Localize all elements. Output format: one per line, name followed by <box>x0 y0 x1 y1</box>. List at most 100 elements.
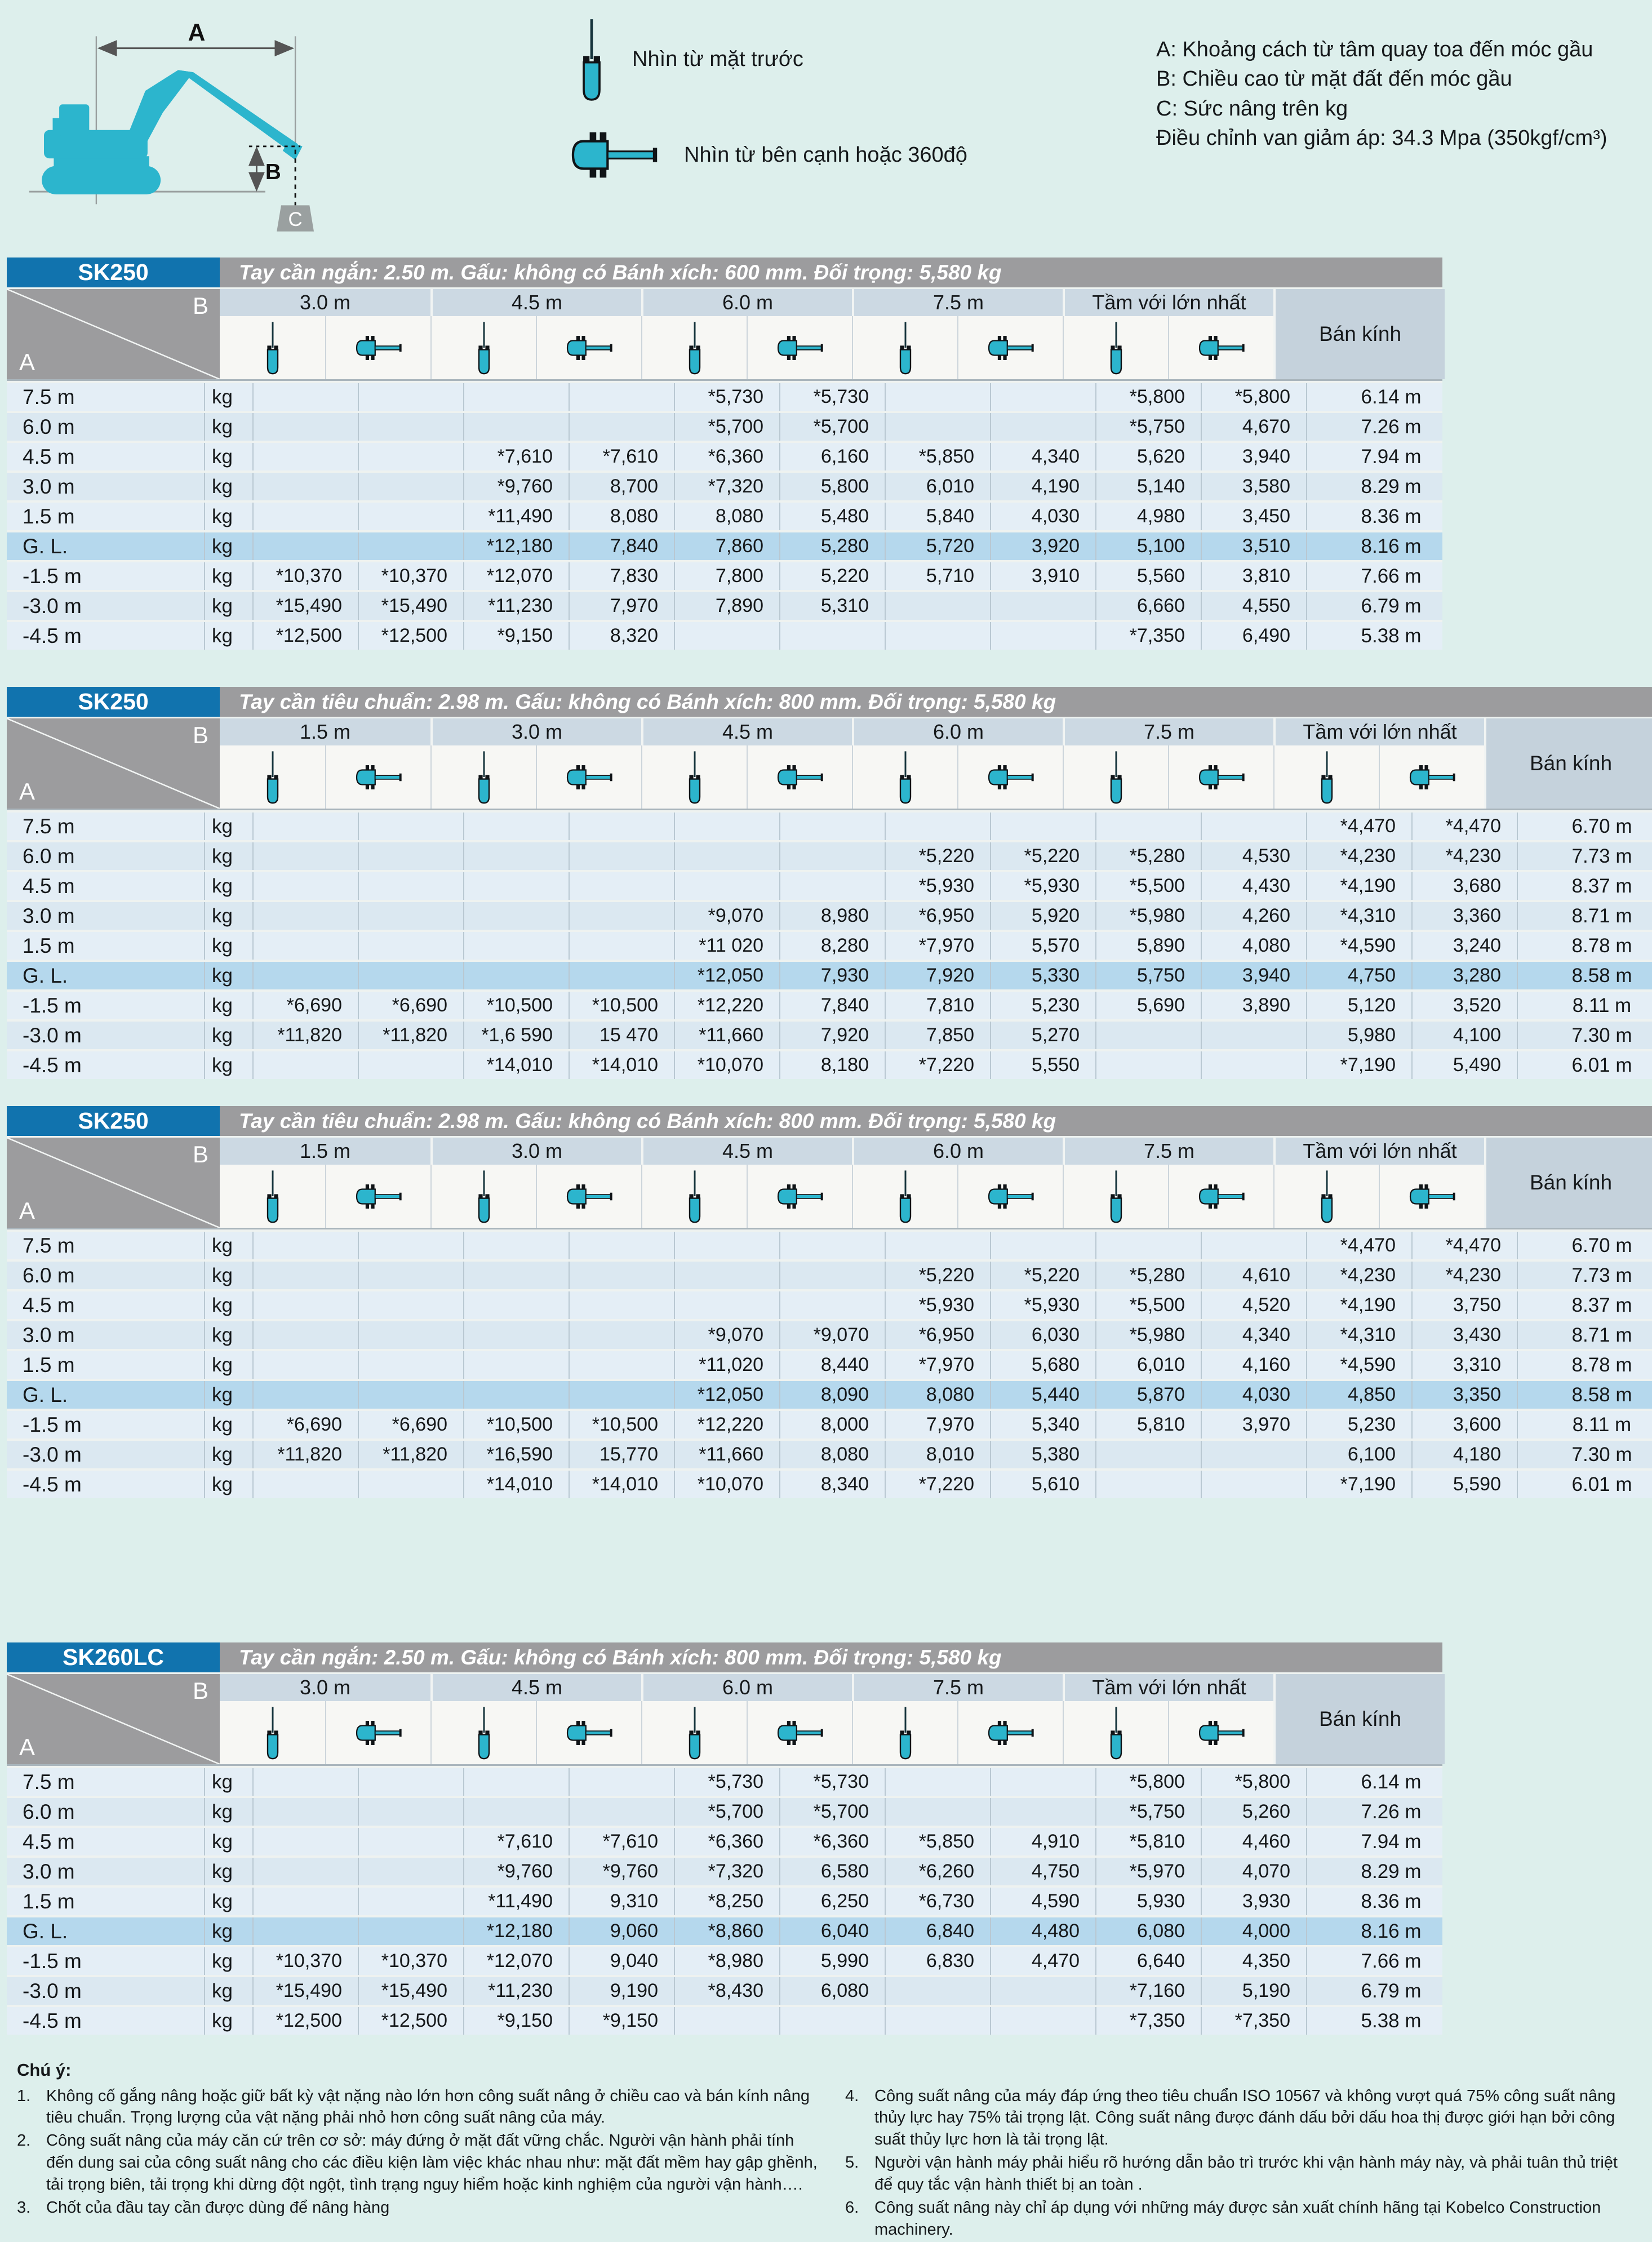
capacity-cell: 5,620 <box>1095 443 1201 470</box>
row-height-label: 3.0 m <box>23 904 75 927</box>
capacity-cell: 4,590 <box>990 1888 1095 1915</box>
capacity-row: 7.5 m kg *5,730 *5,730 *5,800 *5,800 6.14 m <box>7 381 1442 411</box>
capacity-cell <box>1095 1441 1201 1468</box>
capacity-cell: *12,500 <box>252 2007 358 2035</box>
row-height-label: 3.0 m <box>23 1859 75 1883</box>
capacity-cell: 5,220 <box>779 562 885 590</box>
capacity-cell <box>358 813 463 840</box>
capacity-cell <box>1201 1471 1306 1498</box>
capacity-cell: 9,310 <box>569 1888 674 1915</box>
capacity-row: G. L. kg *12,180 9,060 *8,860 6,040 6,840 4,480… <box>7 1915 1442 1945</box>
group-header-row: 3.0 m 4.5 m 6.0 m 7.5 m Tầm với lớn nhất <box>220 1674 1273 1701</box>
row-height-label: 7.5 m <box>23 1233 75 1257</box>
capacity-cell <box>779 1232 885 1259</box>
side-view-icon <box>988 335 1034 360</box>
group-header: 4.5 m <box>430 1674 641 1701</box>
row-height-label: -3.0 m <box>23 1979 82 2003</box>
capacity-cell: 8,090 <box>779 1381 885 1409</box>
note-number: 6. <box>845 2198 859 2217</box>
capacity-cell: 4,750 <box>990 1858 1095 1885</box>
group-header-row: 3.0 m 4.5 m 6.0 m 7.5 m Tầm với lớn nhất <box>220 289 1273 316</box>
unit-label: kg <box>204 443 252 470</box>
row-height-label: -4.5 m <box>23 1053 82 1077</box>
capacity-cell: *4,470 <box>1411 1232 1517 1259</box>
capacity-cell: *10,500 <box>463 992 569 1019</box>
capacity-cell <box>252 1768 358 1796</box>
capacity-cell <box>358 1828 463 1855</box>
front-view-icon <box>899 1170 911 1223</box>
capacity-cell: 4,850 <box>1306 1381 1411 1409</box>
capacity-cell: 8,080 <box>674 503 779 530</box>
legend-side-view: Nhìn từ bên cạnh hoặc 360độ <box>563 125 967 185</box>
row-height-label: 4.5 m <box>23 1830 75 1853</box>
unit-label: kg <box>204 413 252 441</box>
capacity-cell <box>252 532 358 560</box>
capacity-cell <box>358 842 463 870</box>
capacity-cell: *4,590 <box>1306 1351 1411 1379</box>
capacity-cell <box>252 1917 358 1945</box>
capacity-row: -1.5 m kg *6,690 *6,690 *10,500 *10,500 *12,22… <box>7 1409 1652 1439</box>
front-view-icon <box>1110 1707 1122 1760</box>
capacity-cell <box>358 902 463 930</box>
capacity-cell: *11,230 <box>463 1977 569 2005</box>
icon-header-cell <box>536 316 641 379</box>
model-label: SK260LC <box>7 1642 220 1672</box>
capacity-row: 6.0 m kg *5,220 *5,220 *5,280 4,610 *4,230 *4,2… <box>7 1259 1652 1289</box>
side-view-icon <box>1198 1184 1245 1209</box>
capacity-cell <box>358 1351 463 1379</box>
capacity-cell: 4,080 <box>1201 932 1306 960</box>
capacity-cell: 5,810 <box>1095 1411 1201 1439</box>
row-height-label: 6.0 m <box>23 1800 75 1823</box>
capacity-cell <box>463 1351 569 1379</box>
radius-value: 8.29 m <box>1306 1858 1475 1885</box>
row-height-label: 1.5 m <box>23 934 75 957</box>
capacity-cell <box>358 443 463 470</box>
capacity-cell: *6,730 <box>885 1888 990 1915</box>
capacity-row: 7.5 m kg *4,470 *4,470 6.70 m <box>7 1229 1652 1259</box>
capacity-cell <box>885 622 990 650</box>
capacity-cell <box>358 503 463 530</box>
capacity-cell: *5,280 <box>1095 842 1201 870</box>
capacity-cell: 3,580 <box>1201 473 1306 500</box>
capacity-cell: 5,550 <box>990 1051 1095 1079</box>
capacity-cell <box>252 932 358 960</box>
icon-header-cell <box>641 1701 747 1764</box>
capacity-cell: 5,570 <box>990 932 1095 960</box>
capacity-cell <box>779 622 885 650</box>
capacity-cell: 3,890 <box>1201 992 1306 1019</box>
capacity-row: -3.0 m kg *15,490 *15,490 *11,230 7,970 7,890 5… <box>7 590 1442 620</box>
note-number: 5. <box>845 2154 859 2172</box>
capacity-cell: 9,190 <box>569 1977 674 2005</box>
capacity-cell <box>990 413 1095 441</box>
capacity-cell: 6,160 <box>779 443 885 470</box>
row-height-label: 3.0 m <box>23 1323 75 1347</box>
side-view-icon <box>356 765 402 789</box>
capacity-cell: *9,150 <box>463 622 569 650</box>
capacity-row: -3.0 m kg *11,820 *11,820 *1,6 590 15 470 *11,… <box>7 1019 1652 1049</box>
capacity-cell: 7,920 <box>885 962 990 989</box>
capacity-cell: *11,820 <box>252 1022 358 1049</box>
capacity-cell: 3,350 <box>1411 1381 1517 1409</box>
front-view-icon <box>267 751 278 804</box>
corner-label-b: B <box>192 722 208 748</box>
table-header-row: B A 3.0 m 4.5 m 6.0 m 7.5 m Tầm với lớn nhất Bá… <box>7 289 1445 381</box>
side-view-icon <box>566 335 612 360</box>
icon-header-cell <box>536 1165 641 1228</box>
capacity-cell <box>358 1888 463 1915</box>
radius-value: 6.01 m <box>1517 1471 1652 1498</box>
capacity-cell <box>569 842 674 870</box>
capacity-cell <box>252 842 358 870</box>
capacity-cell <box>358 413 463 441</box>
capacity-row: -3.0 m kg *15,490 *15,490 *11,230 9,190 *8,430… <box>7 1975 1442 2005</box>
capacity-cell <box>252 1291 358 1319</box>
capacity-cell <box>358 1768 463 1796</box>
table-header-row: B A 1.5 m 3.0 m 4.5 m 6.0 m 7.5 m Tầm với lớn n… <box>7 1138 1652 1229</box>
spec-label: Tay cần tiêu chuẩn: 2.98 m. Gấu: không c… <box>220 687 1652 717</box>
capacity-cell: *5,970 <box>1095 1858 1201 1885</box>
excavator-silhouette <box>42 70 303 194</box>
unit-label: kg <box>204 1858 252 1885</box>
capacity-cell: *7,970 <box>885 1351 990 1379</box>
capacity-cell: 3,600 <box>1411 1411 1517 1439</box>
icon-header-cell <box>641 1165 747 1228</box>
capacity-cell: 9,060 <box>569 1917 674 1945</box>
